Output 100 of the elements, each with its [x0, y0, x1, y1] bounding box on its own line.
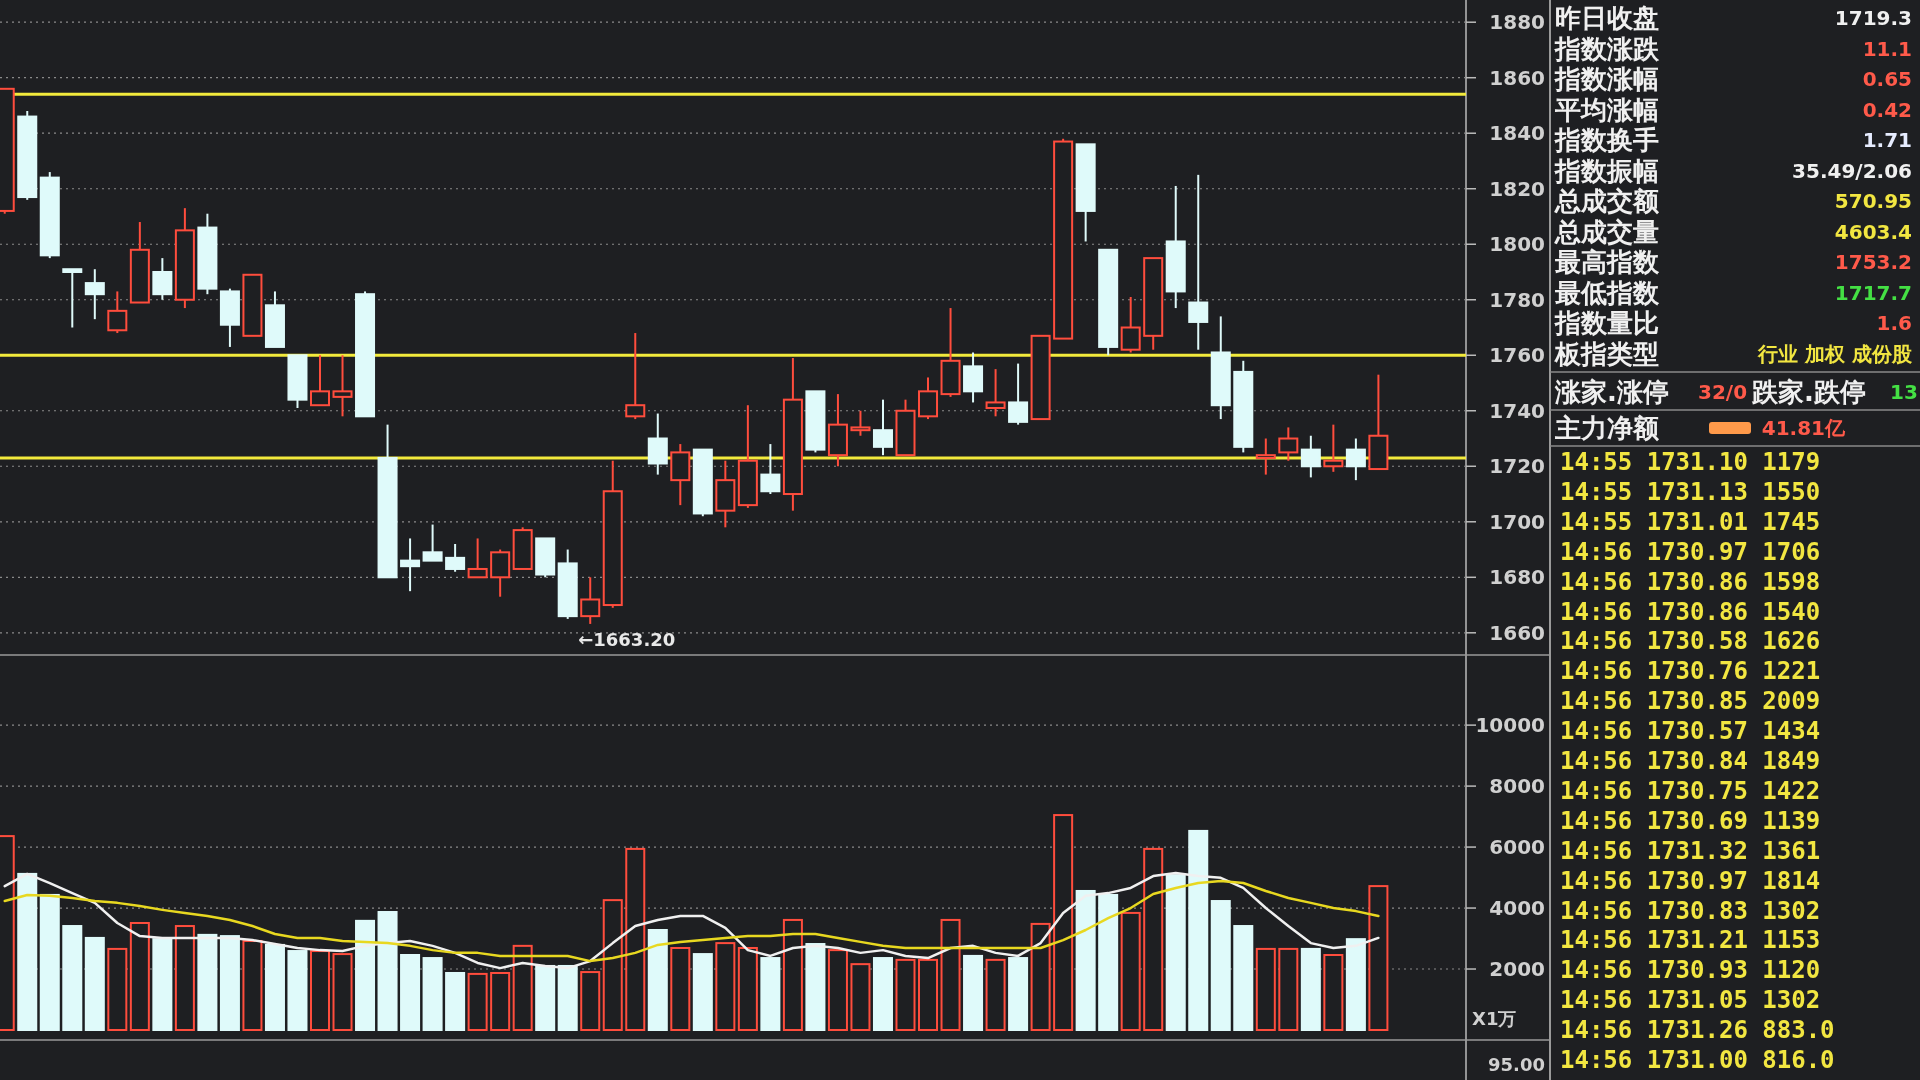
bar [985, 958, 1006, 1031]
text: 1717.7 [1834, 280, 1912, 305]
text: 0.42 [1862, 97, 1912, 122]
text: 14:55 1731.01 1745 [1560, 507, 1821, 536]
bar [625, 847, 646, 1031]
bar [1255, 947, 1276, 1031]
text: 14:56 1731.32 1361 [1560, 836, 1821, 865]
text: 14:56 1730.86 1540 [1560, 597, 1821, 626]
y-tick-label: 8000 [1489, 774, 1545, 799]
text: 平均涨幅 [1554, 94, 1659, 125]
bar [84, 936, 105, 1031]
line-series [3, 871, 1380, 970]
bar [62, 925, 83, 1031]
text: 最高指数 [1554, 247, 1660, 277]
text: 14:56 1730.84 1849 [1560, 747, 1821, 775]
bar [332, 953, 353, 1031]
text: 主力净额 [1554, 413, 1660, 443]
bar [107, 947, 128, 1031]
text: 指数涨幅 [1554, 64, 1659, 94]
bar [129, 921, 150, 1031]
bar [512, 944, 533, 1031]
text: 14:56 1730.97 1706 [1560, 537, 1821, 566]
text: 14:56 1731.00 816.0 [1560, 1046, 1835, 1074]
text: 570.95 [1834, 189, 1912, 213]
text: 14:55 1731.10 1179 [1560, 448, 1821, 476]
text: 跌家.跌停 [1751, 377, 1866, 407]
text: 指数量比 [1554, 308, 1659, 338]
bar [805, 943, 826, 1031]
y-tick-label: 1860 [1489, 65, 1545, 90]
y-tick-label: 6000 [1489, 835, 1545, 860]
bar [1300, 947, 1321, 1031]
text: 涨家.涨停 [1554, 377, 1669, 407]
text: 14:56 1730.76 1221 [1560, 657, 1821, 686]
bar [557, 964, 578, 1031]
bar [264, 943, 285, 1031]
bar [1075, 889, 1096, 1031]
y-tick-label: 1780 [1489, 287, 1545, 312]
y-tick-label: 1700 [1489, 509, 1545, 534]
bar [1120, 911, 1141, 1031]
bar [467, 972, 488, 1031]
text: 14:56 1730.97 1814 [1560, 866, 1821, 895]
bar [760, 957, 781, 1031]
bar [1345, 938, 1366, 1031]
bar [827, 949, 848, 1031]
text: 14:56 1731.21 1153 [1560, 926, 1821, 955]
bar [309, 950, 331, 1031]
text: 指数振幅 [1554, 155, 1659, 186]
bar [602, 899, 623, 1031]
text: 1719.3 [1834, 6, 1912, 30]
text: 14:56 1730.58 1626 [1560, 627, 1821, 656]
y-tick-label: 1760 [1489, 343, 1545, 368]
y-tick-label: 1820 [1489, 176, 1545, 201]
bar [580, 971, 601, 1031]
text: 41.81亿 [1761, 416, 1846, 440]
bar [1233, 925, 1254, 1031]
bar [39, 893, 60, 1031]
text: 0.65 [1862, 67, 1912, 91]
bar [1098, 893, 1119, 1031]
bar [872, 957, 893, 1031]
text: 14:56 1731.05 1302 [1560, 986, 1821, 1015]
text: 95.00 [1488, 1053, 1545, 1075]
text: 总成交量 [1554, 216, 1659, 247]
bar [647, 929, 668, 1031]
text: 14:56 1731.26 883.0 [1560, 1016, 1835, 1045]
text: 14:56 1730.75 1422 [1560, 776, 1821, 805]
bar [219, 935, 240, 1031]
text: 14:56 1730.93 1120 [1560, 956, 1821, 985]
bar [782, 918, 803, 1031]
text: 昨日收盘 [1555, 3, 1659, 33]
bar [355, 919, 376, 1031]
y-tick-label: 1880 [1489, 10, 1545, 35]
text: 14:56 1730.69 1139 [1560, 806, 1821, 835]
bar [287, 950, 308, 1031]
bar [918, 958, 939, 1031]
annotation: ←1663.20 [578, 629, 676, 651]
text: 总成交额 [1554, 186, 1660, 216]
bar [197, 933, 218, 1031]
text: 1753.2 [1834, 250, 1912, 274]
bar [1008, 957, 1029, 1031]
bar [242, 939, 263, 1031]
y-tick-label: 4000 [1489, 896, 1545, 921]
bar [1165, 874, 1186, 1031]
text: 11.1 [1862, 36, 1912, 61]
bar [1210, 900, 1231, 1031]
bar [1278, 947, 1299, 1031]
text: 板指类型 [1554, 338, 1659, 369]
bar [1030, 922, 1051, 1031]
text: 行业 加权 成份股 [1757, 341, 1913, 366]
bar [940, 918, 961, 1031]
text: 1.6 [1876, 311, 1912, 335]
y-tick-label: 1660 [1489, 620, 1545, 645]
bar [152, 938, 173, 1031]
bar [1188, 829, 1209, 1031]
y-tick-label: 1840 [1489, 121, 1545, 146]
y-tick-label: 1680 [1489, 565, 1545, 590]
y-tick-label: 1800 [1489, 232, 1545, 257]
text: 4603.4 [1834, 219, 1912, 244]
bar [715, 942, 736, 1031]
bar [1143, 847, 1164, 1031]
bar [377, 911, 398, 1031]
